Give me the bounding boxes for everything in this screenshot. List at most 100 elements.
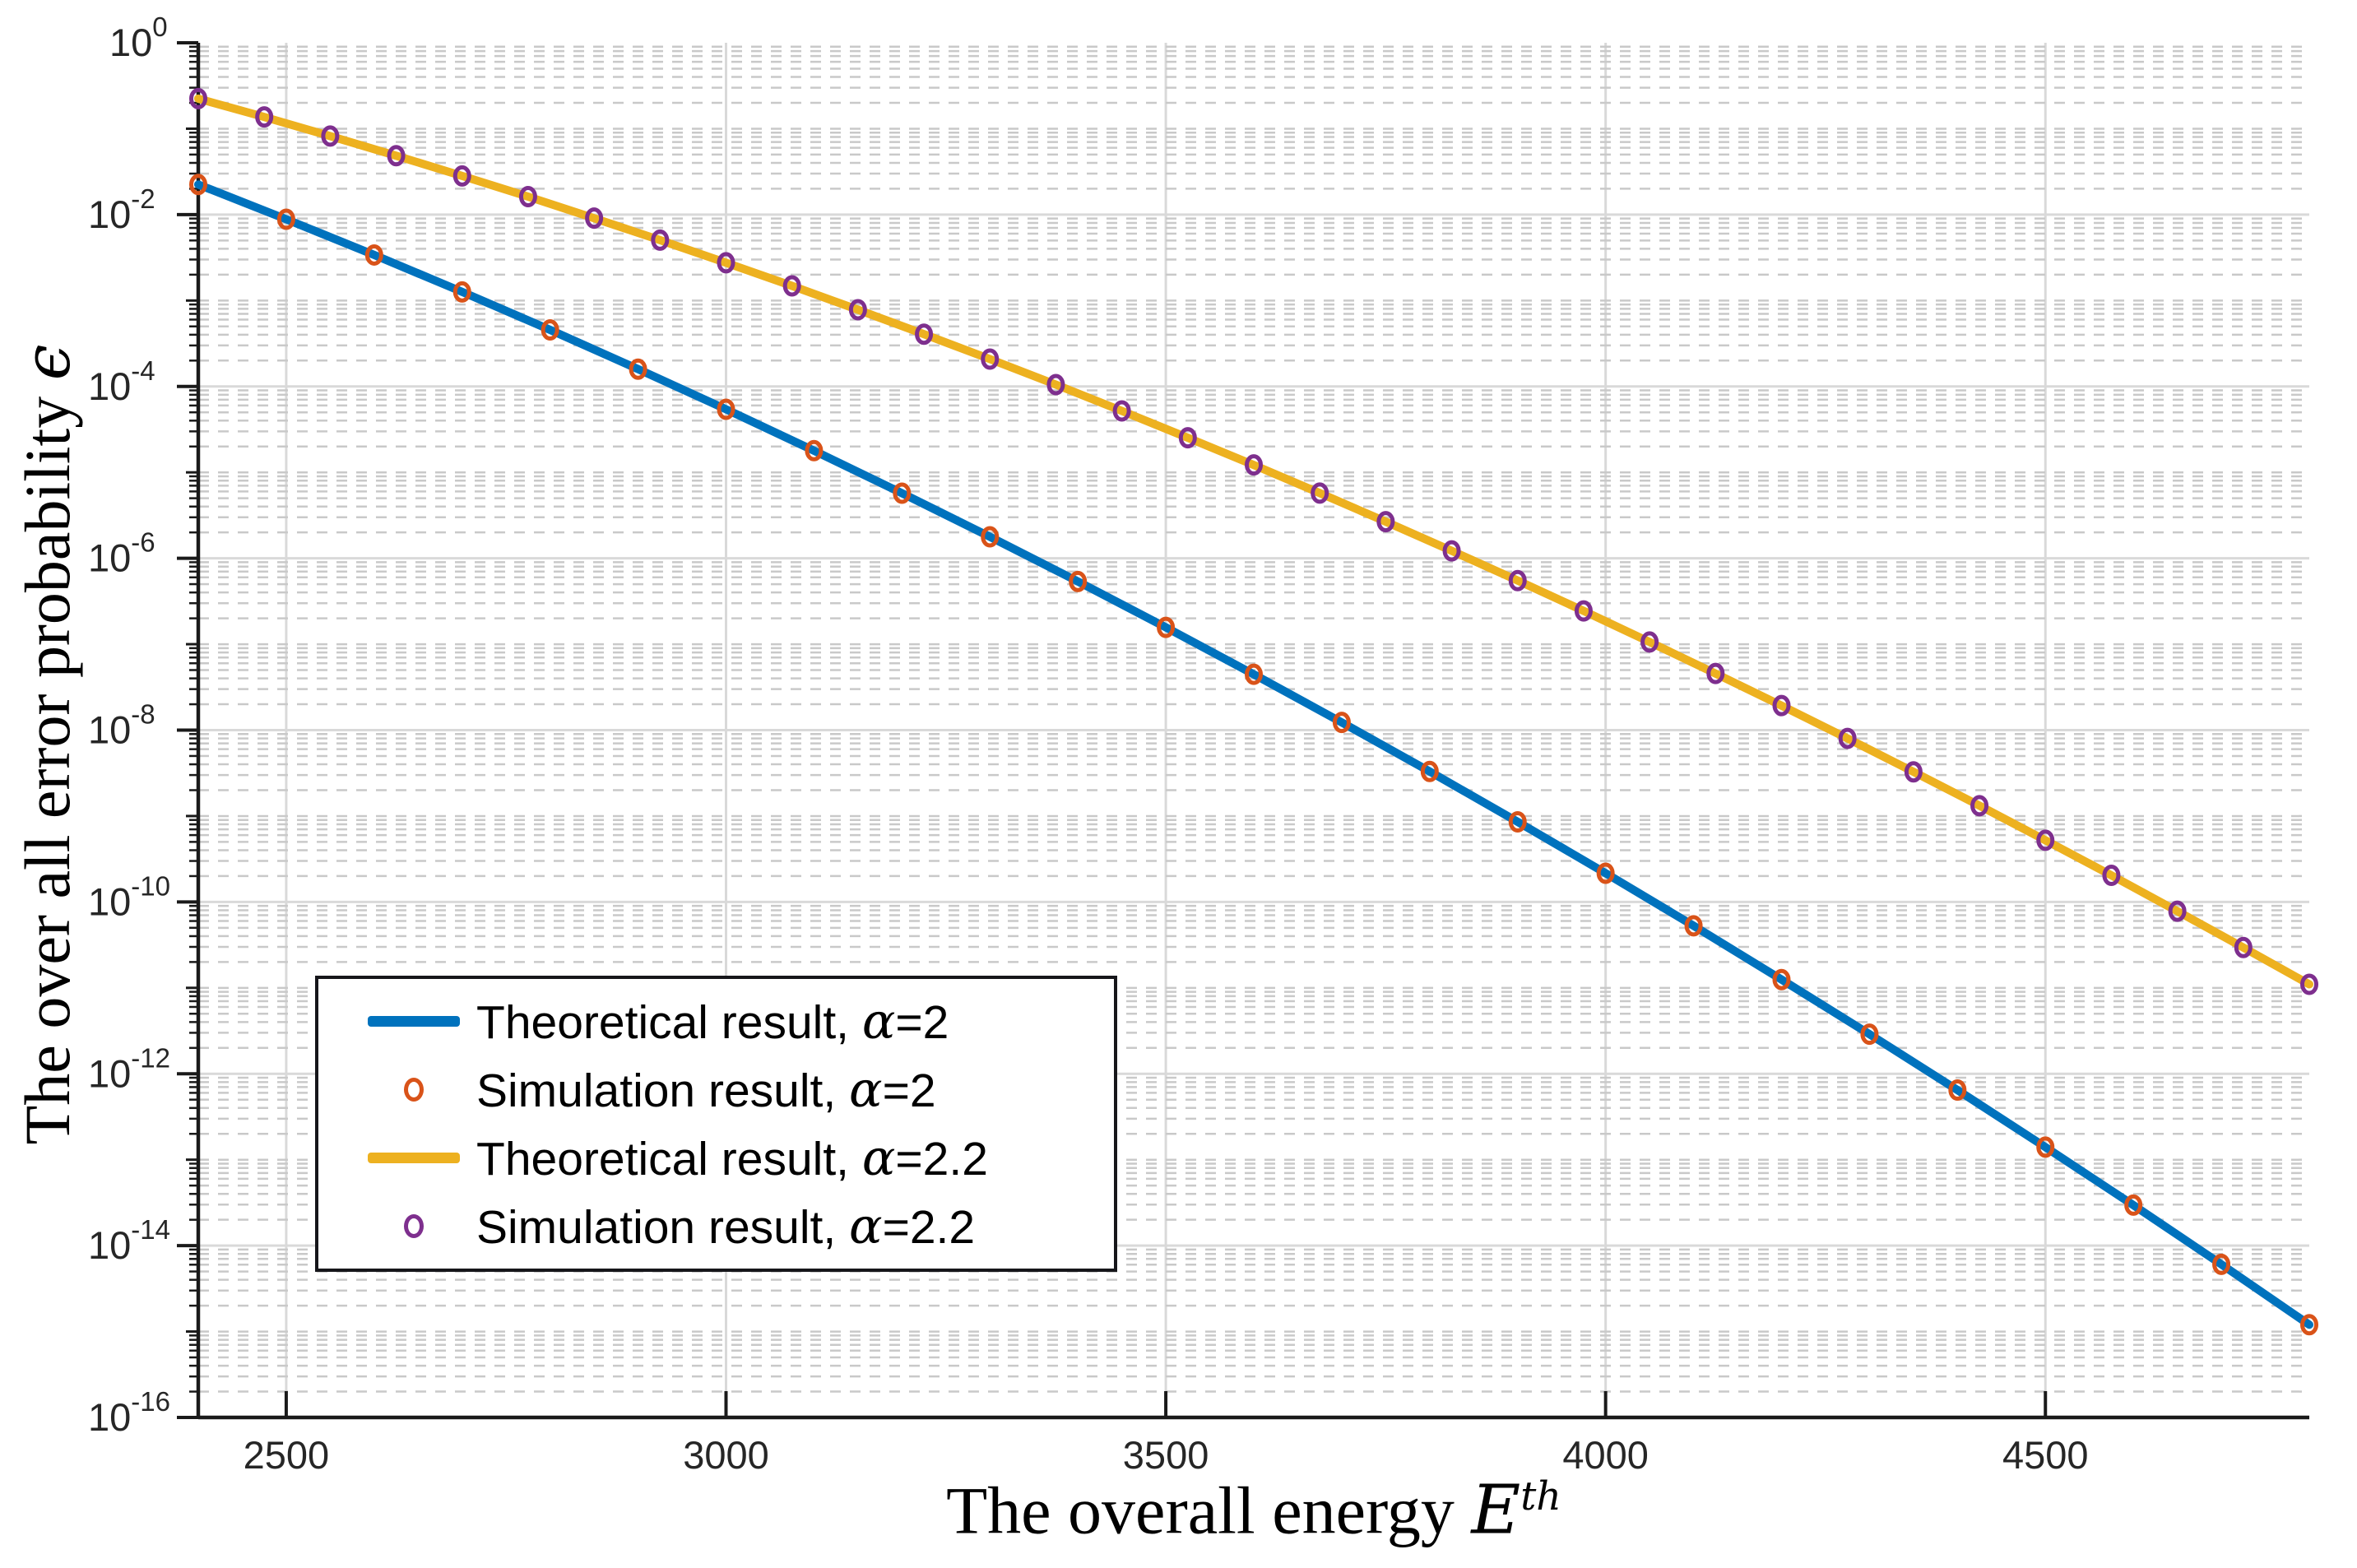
y-tick-label: 10-4 bbox=[88, 355, 155, 408]
series-marker-simulation-result-2.2 bbox=[1112, 400, 1131, 422]
legend-entry-theoretical-alpha2: Theoretical result, α=2 bbox=[318, 989, 1114, 1055]
series-marker-simulation-result-2 bbox=[1245, 663, 1263, 685]
y-axis-label: The over all error probability ϵ bbox=[11, 345, 85, 1145]
x-axis-label-text: The overall energy bbox=[946, 1473, 1472, 1548]
y-tick-label: 10-2 bbox=[88, 183, 155, 236]
series-marker-simulation-result-2.2 bbox=[981, 348, 1000, 370]
series-marker-simulation-result-2 bbox=[1420, 760, 1439, 782]
y-tick-label: 10-12 bbox=[88, 1042, 170, 1095]
y-tick-label: 100 bbox=[109, 12, 168, 64]
series-marker-simulation-result-2.2 bbox=[2300, 973, 2318, 995]
series-marker-simulation-result-2.2 bbox=[321, 125, 340, 147]
series-marker-simulation-result-2 bbox=[2300, 1314, 2318, 1336]
legend-line-swatch-yellow bbox=[368, 1153, 460, 1163]
x-tick-label: 3500 bbox=[1123, 1433, 1209, 1477]
series-marker-simulation-result-2 bbox=[541, 319, 559, 341]
y-tick-label: 10-10 bbox=[88, 870, 170, 923]
legend-entry-simulation-alpha22: Simulation result, α=2.2 bbox=[318, 1194, 1114, 1260]
series-marker-simulation-result-2.2 bbox=[915, 323, 934, 346]
series-marker-simulation-result-2 bbox=[1684, 915, 1703, 937]
series-marker-simulation-result-2 bbox=[893, 482, 912, 504]
series-marker-simulation-result-2.2 bbox=[1838, 727, 1857, 749]
series-marker-simulation-result-2.2 bbox=[585, 207, 604, 230]
alpha-symbol: α bbox=[861, 992, 896, 1051]
series-line-theoretical-result-2 bbox=[194, 180, 2313, 1329]
y-tick-label: 10-16 bbox=[88, 1386, 170, 1439]
series-marker-simulation-result-2 bbox=[1157, 616, 1176, 638]
series-marker-simulation-result-2.2 bbox=[1904, 761, 1923, 783]
series-marker-simulation-result-2.2 bbox=[2234, 936, 2253, 958]
series-marker-simulation-result-2.2 bbox=[1245, 454, 1263, 476]
legend-label-suffix: =2 bbox=[895, 995, 949, 1049]
series-marker-simulation-result-2.2 bbox=[717, 252, 735, 274]
series-marker-simulation-result-2 bbox=[189, 174, 207, 196]
series-marker-simulation-result-2.2 bbox=[1442, 540, 1461, 562]
legend-label: Simulation result, bbox=[476, 1064, 850, 1117]
alpha-symbol: α bbox=[861, 1129, 896, 1187]
series-marker-simulation-result-2 bbox=[1596, 862, 1615, 884]
series-marker-simulation-result-2.2 bbox=[387, 145, 406, 167]
series-marker-simulation-result-2.2 bbox=[1640, 631, 1659, 653]
series-marker-simulation-result-2.2 bbox=[1508, 569, 1527, 591]
series-marker-simulation-result-2.2 bbox=[1772, 694, 1791, 717]
legend-label-suffix: =2 bbox=[882, 1064, 936, 1117]
series-marker-simulation-result-2 bbox=[2212, 1253, 2231, 1275]
series-marker-simulation-result-2 bbox=[452, 281, 471, 303]
series-marker-simulation-result-2.2 bbox=[1574, 600, 1593, 622]
legend-line-swatch-blue bbox=[368, 1016, 460, 1027]
series-marker-simulation-result-2.2 bbox=[1376, 511, 1395, 533]
alpha-symbol: α bbox=[849, 1060, 883, 1119]
y-tick-label: 10-6 bbox=[88, 527, 155, 580]
legend-circle-marker-orange bbox=[404, 1078, 424, 1102]
series-marker-simulation-result-2 bbox=[1508, 810, 1527, 833]
series-marker-simulation-result-2.2 bbox=[189, 87, 207, 109]
series-marker-simulation-result-2.2 bbox=[782, 275, 801, 297]
series-marker-simulation-result-2 bbox=[2036, 1136, 2055, 1158]
series-marker-simulation-result-2.2 bbox=[848, 299, 867, 321]
series-marker-simulation-result-2.2 bbox=[1178, 427, 1197, 449]
energy-superscript: th bbox=[1520, 1474, 1561, 1520]
series-marker-simulation-result-2 bbox=[1332, 712, 1351, 734]
series-line-theoretical-result-2.2 bbox=[194, 94, 2313, 989]
x-tick-label: 2500 bbox=[244, 1433, 330, 1477]
series-marker-simulation-result-2 bbox=[364, 244, 383, 266]
series-marker-simulation-result-2.2 bbox=[255, 106, 274, 128]
legend-label: Theoretical result, bbox=[476, 995, 862, 1049]
legend-label-suffix: =2.2 bbox=[895, 1132, 988, 1185]
series-marker-simulation-result-2.2 bbox=[2036, 829, 2055, 851]
series-marker-simulation-result-2.2 bbox=[2102, 865, 2121, 887]
series-marker-simulation-result-2.2 bbox=[651, 229, 670, 251]
alpha-symbol: α bbox=[849, 1197, 883, 1255]
series-marker-simulation-result-2.2 bbox=[1706, 662, 1725, 684]
series-marker-simulation-result-2 bbox=[276, 208, 295, 230]
energy-symbol: E bbox=[1471, 1471, 1521, 1550]
series-marker-simulation-result-2 bbox=[1860, 1023, 1879, 1046]
legend-box: Theoretical result, α=2 Simulation resul… bbox=[315, 976, 1117, 1272]
series-marker-simulation-result-2.2 bbox=[1311, 482, 1329, 504]
series-marker-simulation-result-2.2 bbox=[518, 185, 537, 207]
series-marker-simulation-result-2 bbox=[981, 526, 1000, 548]
legend-circle-marker-purple bbox=[404, 1214, 424, 1238]
x-tick-label: 4500 bbox=[2002, 1433, 2089, 1477]
series-marker-simulation-result-2.2 bbox=[452, 165, 471, 187]
y-tick-label: 10-14 bbox=[88, 1214, 170, 1267]
y-axis-label-text: The over all error probability bbox=[12, 380, 83, 1145]
x-axis-label: The overall energy Eth bbox=[946, 1472, 1561, 1550]
series-marker-simulation-result-2 bbox=[805, 439, 824, 462]
legend-label: Simulation result, bbox=[476, 1200, 850, 1254]
series-marker-simulation-result-2.2 bbox=[1970, 795, 1989, 817]
series-marker-simulation-result-2 bbox=[629, 358, 647, 380]
legend-entry-simulation-alpha2: Simulation result, α=2 bbox=[318, 1057, 1114, 1123]
y-tick-label: 10-8 bbox=[88, 699, 155, 752]
series-marker-simulation-result-2 bbox=[1069, 570, 1088, 592]
series-marker-simulation-result-2.2 bbox=[2168, 900, 2187, 922]
series-marker-simulation-result-2 bbox=[1948, 1079, 1967, 1101]
series-marker-simulation-result-2 bbox=[1772, 968, 1791, 990]
series-marker-simulation-result-2 bbox=[2124, 1194, 2143, 1216]
x-tick-label: 3000 bbox=[683, 1433, 769, 1477]
series-marker-simulation-result-2.2 bbox=[1046, 373, 1065, 396]
legend-label-suffix: =2.2 bbox=[882, 1200, 976, 1254]
x-tick-label: 4000 bbox=[1562, 1433, 1649, 1477]
